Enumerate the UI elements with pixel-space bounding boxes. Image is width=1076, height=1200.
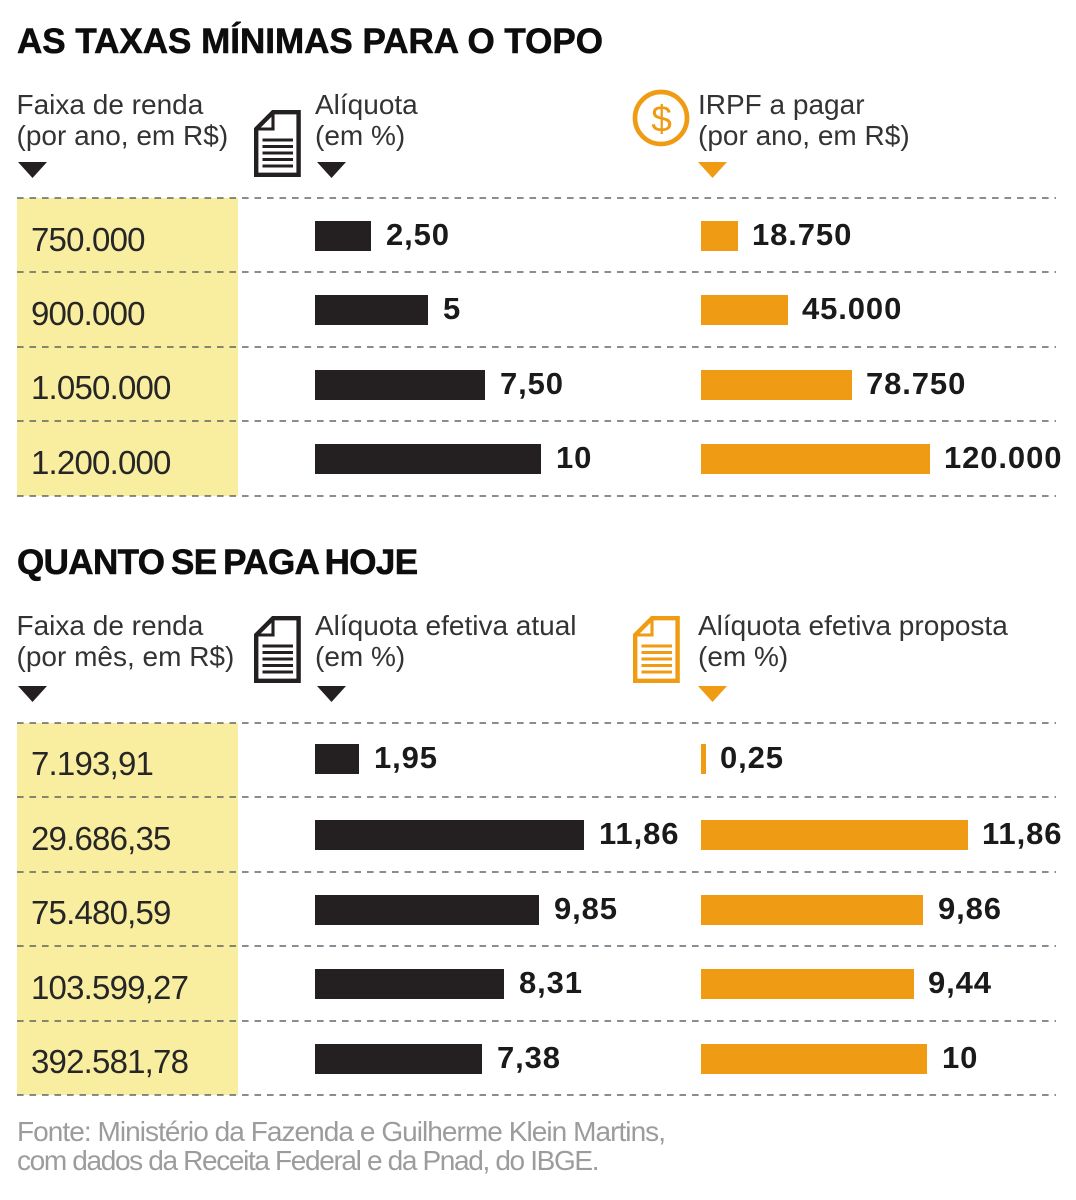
svg-text:$: $ (651, 99, 672, 140)
